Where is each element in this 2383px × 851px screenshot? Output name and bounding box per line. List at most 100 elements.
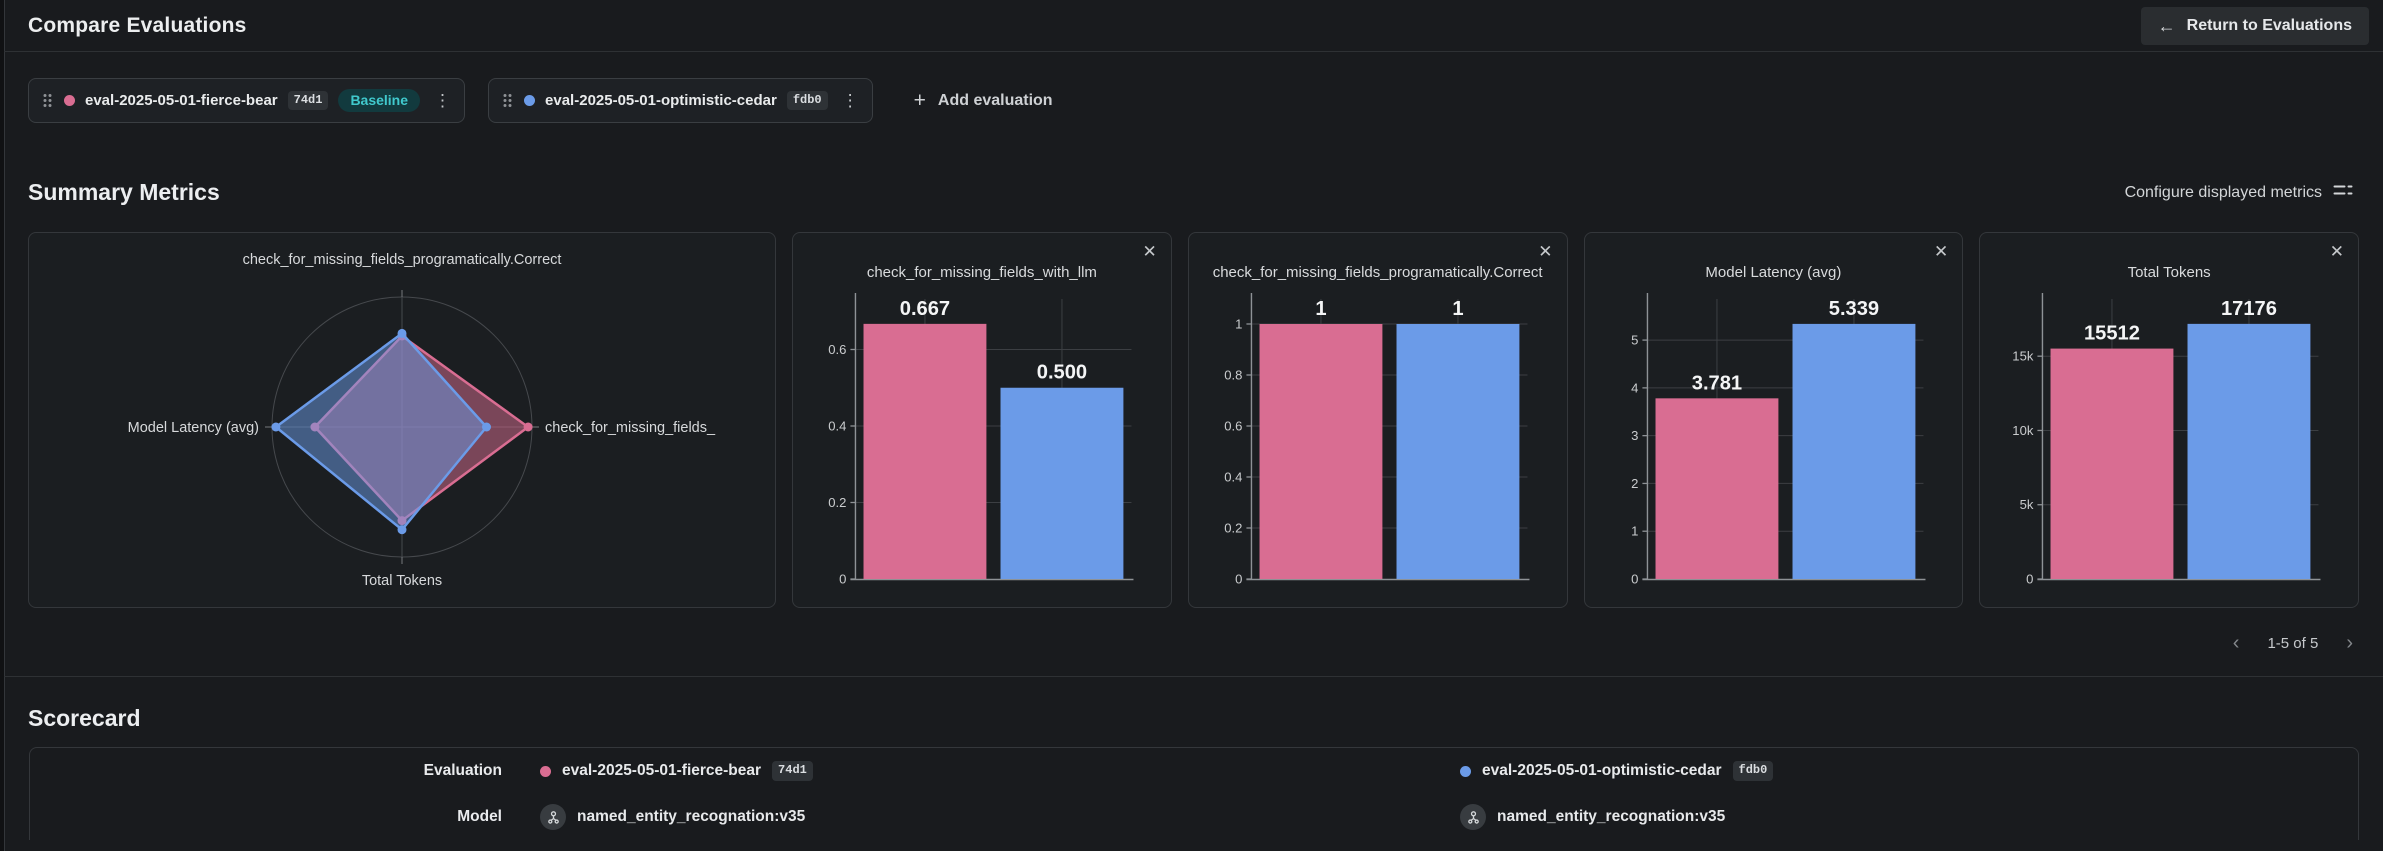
svg-text:Model Latency (avg): Model Latency (avg) <box>128 420 259 436</box>
section-divider <box>4 676 2383 677</box>
svg-text:3: 3 <box>1631 428 1638 443</box>
evaluation-color-dot <box>524 95 536 106</box>
svg-text:1: 1 <box>1315 298 1326 320</box>
svg-text:0.4: 0.4 <box>828 419 846 434</box>
svg-text:2: 2 <box>1631 476 1638 491</box>
bar-chart: 0 1 2 3 4 5 3.781 5.339 <box>1585 287 1963 593</box>
baseline-badge: Baseline <box>338 89 421 112</box>
close-icon[interactable]: ✕ <box>1931 240 1951 263</box>
scorecard-evaluation-cell: eval-2025-05-01-optimistic-cedar fdb0 <box>1438 761 2358 781</box>
page-title: Compare Evaluations <box>28 13 247 37</box>
radar-chart: check_for_missing_fields_programatically… <box>29 233 775 607</box>
chevron-left-icon[interactable]: ‹ <box>2232 632 2240 654</box>
add-evaluation-button[interactable]: + Add evaluation <box>908 89 1059 112</box>
close-icon[interactable]: ✕ <box>1140 240 1160 263</box>
metrics-pagination: ‹ 1-5 of 5 › <box>4 608 2383 653</box>
svg-text:17176: 17176 <box>2221 298 2277 320</box>
bar-chart: 0 5k 10k 15k 15512 17176 <box>1980 287 2358 593</box>
drag-handle-icon[interactable] <box>501 90 514 111</box>
svg-text:0.500: 0.500 <box>1037 362 1087 384</box>
svg-text:0.4: 0.4 <box>1224 470 1242 485</box>
svg-text:1: 1 <box>1631 524 1638 539</box>
chevron-right-icon[interactable]: › <box>2346 632 2353 654</box>
summary-metric-cards: check_for_missing_fields_programatically… <box>4 206 2383 608</box>
metric-card-title: Model Latency (avg) <box>1705 264 1842 281</box>
close-icon[interactable]: ✕ <box>1535 240 1555 263</box>
summary-metrics-title: Summary Metrics <box>28 179 220 205</box>
evaluation-name: eval-2025-05-01-optimistic-cedar <box>545 92 777 109</box>
svg-text:1: 1 <box>1452 298 1463 320</box>
svg-text:3.781: 3.781 <box>1691 372 1741 394</box>
summary-metrics-header-row: Summary Metrics Configure displayed metr… <box>4 179 2383 206</box>
model-icon <box>540 804 566 830</box>
evaluation-id-badge: 74d1 <box>287 90 329 111</box>
svg-text:10k: 10k <box>2013 423 2035 438</box>
svg-text:5.339: 5.339 <box>1828 298 1878 320</box>
svg-text:0: 0 <box>839 572 846 587</box>
evaluation-id-badge: fdb0 <box>1732 761 1774 781</box>
svg-text:0.667: 0.667 <box>900 298 950 320</box>
configure-metrics-icon[interactable] <box>2333 181 2353 204</box>
svg-text:check_for_missing_fields_: check_for_missing_fields_ <box>545 420 716 436</box>
evaluation-id-badge: fdb0 <box>786 90 828 111</box>
svg-text:5: 5 <box>1631 333 1638 348</box>
scorecard-model-cell[interactable]: named_entity_recognation:v35 <box>518 804 1438 830</box>
scorecard-row-label: Model <box>457 808 502 825</box>
evaluation-pill-comparison[interactable]: eval-2025-05-01-optimistic-cedar fdb0 ⋮ <box>488 78 873 123</box>
configure-displayed-metrics-button[interactable]: Configure displayed metrics <box>2119 180 2359 205</box>
evaluation-name: eval-2025-05-01-optimistic-cedar <box>1482 762 1722 779</box>
configure-metrics-label: Configure displayed metrics <box>2124 183 2322 201</box>
scorecard-row-label: Evaluation <box>423 762 502 779</box>
kebab-menu-icon[interactable]: ⋮ <box>430 90 455 111</box>
evaluation-name: eval-2025-05-01-fierce-bear <box>562 762 762 779</box>
model-name: named_entity_recognation:v35 <box>1497 808 1726 825</box>
metric-card-model-latency: ✕ Model Latency (avg) 0 1 2 3 4 5 3.781 5.339 <box>1583 232 1964 608</box>
evaluation-pill-baseline[interactable]: eval-2025-05-01-fierce-bear 74d1 Baselin… <box>28 78 466 123</box>
svg-text:4: 4 <box>1631 380 1638 395</box>
svg-text:0: 0 <box>1235 572 1242 587</box>
scorecard-table: Evaluation eval-2025-05-01-fierce-bear 7… <box>29 747 2359 840</box>
svg-text:0.6: 0.6 <box>828 342 846 357</box>
svg-text:0.6: 0.6 <box>1224 419 1242 434</box>
scorecard-row-evaluation: Evaluation eval-2025-05-01-fierce-bear 7… <box>30 748 2358 794</box>
svg-text:0.8: 0.8 <box>1224 368 1242 383</box>
evaluation-selector-row: eval-2025-05-01-fierce-bear 74d1 Baselin… <box>4 52 2383 123</box>
arrow-left-icon: ← <box>2157 15 2176 36</box>
evaluation-id-badge: 74d1 <box>772 761 813 781</box>
scorecard-row-model: Model named_entity_recognation:v35 <box>30 794 2358 840</box>
metric-card-check-for-missing-fields-with-llm: ✕ check_for_missing_fields_with_llm 0 0.2… <box>792 232 1172 608</box>
svg-text:1: 1 <box>1235 317 1242 332</box>
scorecard-model-cell[interactable]: named_entity_recognation:v35 <box>1438 804 2358 830</box>
evaluation-name: eval-2025-05-01-fierce-bear <box>85 92 278 109</box>
metric-card-title: Total Tokens <box>2127 264 2211 281</box>
model-icon <box>1460 804 1486 830</box>
return-to-evaluations-button[interactable]: ← Return to Evaluations <box>2140 6 2369 45</box>
svg-text:15512: 15512 <box>2084 323 2140 345</box>
top-header-bar: Compare Evaluations ← Return to Evaluati… <box>4 0 2383 52</box>
svg-text:0: 0 <box>1631 572 1638 587</box>
svg-text:Total Tokens: Total Tokens <box>362 573 442 589</box>
metric-card-title: check_for_missing_fields_with_llm <box>866 264 1097 281</box>
svg-text:5k: 5k <box>2020 497 2034 512</box>
svg-text:0.2: 0.2 <box>828 495 846 510</box>
evaluation-color-dot <box>1460 765 1471 777</box>
bar-chart: 0 0.2 0.4 0.6 0.8 1 1 1 <box>1189 287 1567 593</box>
drag-handle-icon[interactable] <box>41 90 54 111</box>
svg-text:0.2: 0.2 <box>1224 521 1242 536</box>
scorecard-evaluation-cell: eval-2025-05-01-fierce-bear 74d1 <box>518 761 1438 781</box>
scorecard-title: Scorecard <box>28 705 141 731</box>
svg-text:0: 0 <box>2026 572 2033 587</box>
kebab-menu-icon[interactable]: ⋮ <box>838 90 863 111</box>
close-icon[interactable]: ✕ <box>2327 240 2347 263</box>
svg-text:check_for_missing_fields_progr: check_for_missing_fields_programatically… <box>243 252 562 268</box>
metric-card-title: check_for_missing_fields_programatically… <box>1212 264 1543 281</box>
return-button-label: Return to Evaluations <box>2186 16 2352 34</box>
pagination-label: 1-5 of 5 <box>2267 634 2319 652</box>
bar-chart: 0 0.2 0.4 0.6 0.667 0.500 <box>793 287 1171 593</box>
metric-card-check-for-missing-fields-programatically: ✕ check_for_missing_fields_programatical… <box>1187 232 1568 608</box>
svg-text:15k: 15k <box>2013 349 2035 364</box>
evaluation-color-dot <box>64 95 75 106</box>
evaluation-color-dot <box>540 765 551 777</box>
plus-icon: + <box>913 89 926 112</box>
